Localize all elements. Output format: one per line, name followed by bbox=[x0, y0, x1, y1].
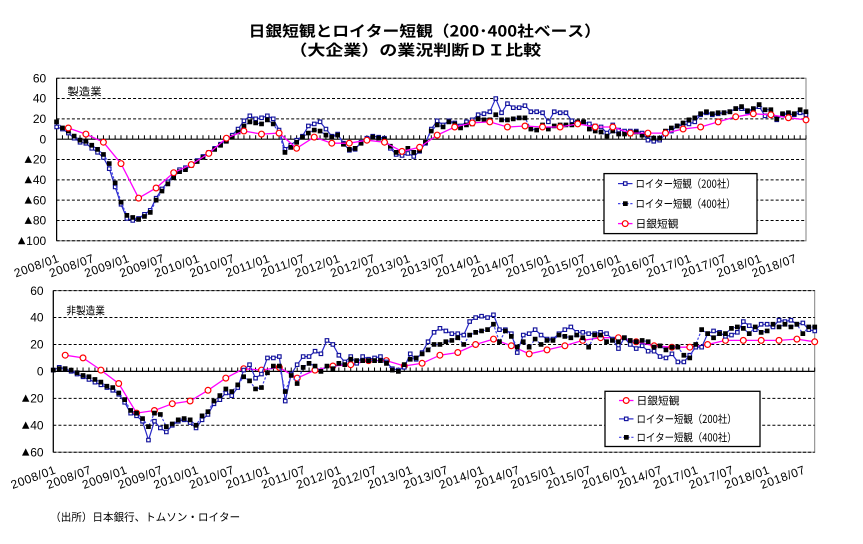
svg-text:0: 0 bbox=[37, 365, 44, 379]
svg-text:20: 20 bbox=[33, 153, 47, 167]
svg-text:60: 60 bbox=[30, 445, 44, 459]
svg-text:40: 40 bbox=[30, 419, 44, 433]
svg-text:60: 60 bbox=[30, 284, 44, 298]
svg-text:20: 20 bbox=[33, 112, 47, 126]
svg-text:40: 40 bbox=[33, 92, 47, 106]
svg-text:40: 40 bbox=[30, 311, 44, 325]
svg-text:100: 100 bbox=[26, 234, 46, 248]
svg-text:80: 80 bbox=[33, 214, 47, 228]
svg-text:20: 20 bbox=[30, 392, 44, 406]
svg-text:40: 40 bbox=[33, 173, 47, 187]
svg-text:60: 60 bbox=[33, 193, 47, 207]
svg-text:20: 20 bbox=[30, 338, 44, 352]
svg-text:60: 60 bbox=[33, 71, 47, 85]
svg-text:0: 0 bbox=[40, 132, 47, 146]
